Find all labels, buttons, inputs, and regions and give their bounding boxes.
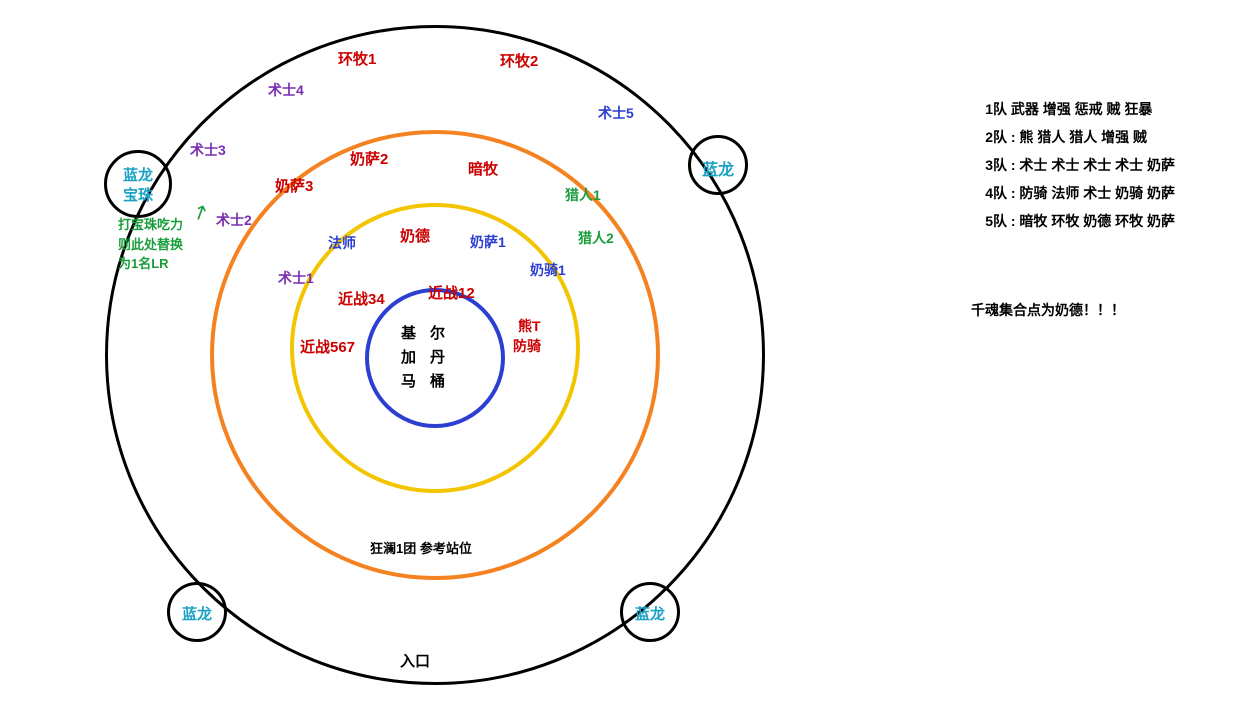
boss-name: 基尔加丹马桶: [401, 322, 459, 394]
position-label-5: 蓝龙: [123, 164, 153, 185]
legend-line-4: 4队 : 防骑 法师 术士 奶骑 奶萨: [985, 179, 1175, 207]
position-label-18: 奶骑1: [530, 260, 566, 280]
position-label-25: 蓝龙: [182, 603, 212, 624]
position-label-7: 蓝龙: [702, 156, 734, 180]
position-label-23: 防骑: [513, 336, 541, 356]
position-label-13: 猎人2: [578, 228, 614, 248]
position-label-10: 奶萨3: [275, 175, 313, 196]
position-label-4: 术士3: [190, 140, 226, 160]
position-label-16: 奶萨1: [470, 232, 506, 252]
legend-line-2: 2队 : 熊 猎人 猎人 增强 贼: [985, 123, 1175, 151]
position-label-6: 宝珠: [123, 184, 153, 205]
position-label-26: 蓝龙: [635, 603, 665, 624]
position-label-11: 猎人1: [565, 185, 601, 205]
legend-line-5: 5队 : 暗牧 环牧 奶德 环牧 奶萨: [985, 207, 1175, 235]
legend-line-3: 3队 : 术士 术士 术士 术士 奶萨: [985, 151, 1175, 179]
position-label-19: 近战34: [338, 288, 385, 309]
position-label-22: 熊T: [518, 316, 541, 336]
position-label-0: 环牧1: [338, 48, 376, 69]
position-label-15: 奶德: [400, 225, 430, 246]
substitution-note: 打宝珠吃力则此处替换为1名LR: [118, 215, 183, 274]
team-legend: 1队 武器 增强 惩戒 贼 狂暴2队 : 熊 猎人 猎人 增强 贼3队 : 术士…: [985, 95, 1175, 235]
position-label-2: 术士4: [268, 80, 304, 100]
position-label-3: 术士5: [598, 103, 634, 123]
legend-note: 千魂集合点为奶德！！！: [971, 300, 1125, 320]
position-label-24: 狂澜1团 参考站位: [370, 538, 472, 557]
position-label-14: 法师: [328, 233, 356, 253]
position-label-12: 术士2: [216, 210, 252, 230]
position-label-27: 入口: [400, 650, 430, 671]
position-label-21: 近战567: [300, 336, 355, 357]
legend-line-1: 1队 武器 增强 惩戒 贼 狂暴: [985, 95, 1175, 123]
position-label-9: 暗牧: [468, 158, 498, 179]
position-label-1: 环牧2: [500, 50, 538, 71]
raid-position-diagram: 基尔加丹马桶环牧1环牧2术士4术士5术士3蓝龙宝珠蓝龙奶萨2暗牧奶萨3猎人1术士…: [0, 0, 870, 720]
position-label-8: 奶萨2: [350, 148, 388, 169]
position-label-20: 近战12: [428, 282, 475, 303]
position-label-17: 术士1: [278, 268, 314, 288]
